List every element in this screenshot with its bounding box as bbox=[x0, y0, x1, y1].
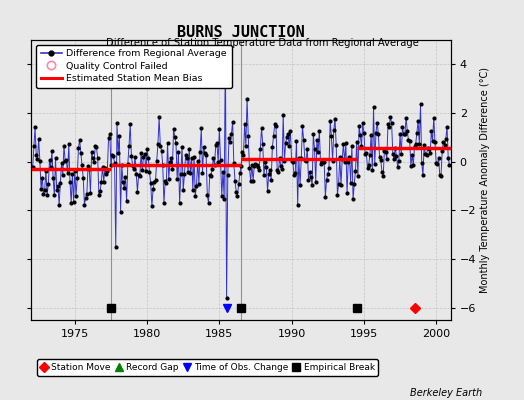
Y-axis label: Monthly Temperature Anomaly Difference (°C): Monthly Temperature Anomaly Difference (… bbox=[481, 67, 490, 293]
Title: BURNS JUNCTION: BURNS JUNCTION bbox=[177, 25, 305, 40]
Text: Difference of Station Temperature Data from Regional Average: Difference of Station Temperature Data f… bbox=[105, 38, 419, 48]
Text: Berkeley Earth: Berkeley Earth bbox=[410, 388, 482, 398]
Legend: Station Move, Record Gap, Time of Obs. Change, Empirical Break: Station Move, Record Gap, Time of Obs. C… bbox=[37, 360, 378, 376]
